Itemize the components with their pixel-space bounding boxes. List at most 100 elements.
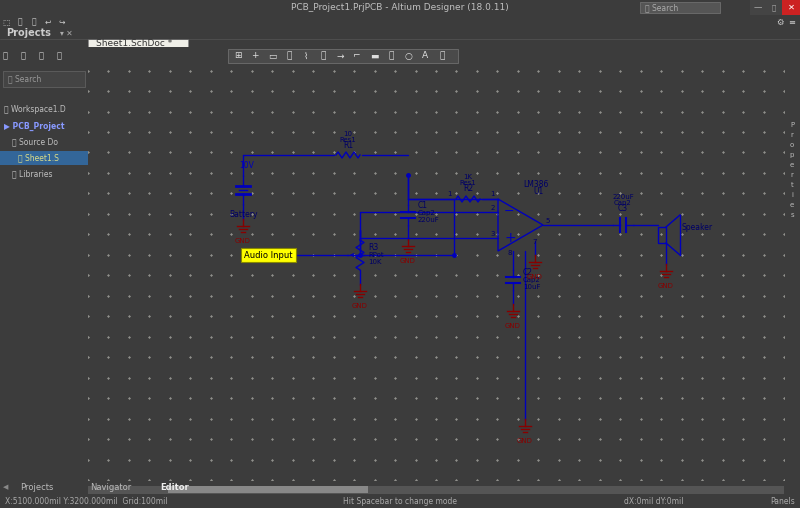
Text: Cap2: Cap2 [418,210,436,216]
Text: 220uF: 220uF [612,194,634,200]
Text: 3: 3 [490,231,495,237]
Text: 🔍 Search: 🔍 Search [645,3,678,12]
Text: P: P [790,122,794,128]
Text: 💾: 💾 [18,17,22,26]
Text: Res1: Res1 [340,137,356,143]
Bar [228,49,458,63]
Text: dX:0mil dY:0mil: dX:0mil dY:0mil [624,496,683,505]
Text: GND: GND [400,258,416,264]
Text: ⬚: ⬚ [2,17,10,26]
Text: PCB_Project1.PrjPCB - Altium Designer (18.0.11): PCB_Project1.PrjPCB - Altium Designer (1… [291,3,509,12]
Text: 10: 10 [343,131,353,137]
Text: ⌐: ⌐ [354,51,361,60]
Text: 〜: 〜 [320,51,326,60]
Text: Panels: Panels [770,496,795,505]
Text: −: − [504,205,514,217]
Bar [766,0,782,15]
Text: ⊞: ⊞ [234,51,242,60]
Text: Res1: Res1 [460,180,476,186]
Text: GND: GND [517,438,533,444]
Text: p: p [790,152,794,158]
Text: i: i [791,192,793,198]
Text: 📁: 📁 [32,17,36,26]
Text: Battery: Battery [229,210,258,219]
Text: Navigator: Navigator [90,483,131,492]
Text: GND: GND [505,323,521,329]
Text: e: e [790,202,794,208]
Text: Cap2: Cap2 [614,200,632,206]
Bar [3,71,85,87]
Text: GND: GND [235,238,251,244]
Bar [88,39,188,47]
Text: 10V: 10V [239,161,254,170]
Text: o: o [790,142,794,148]
Text: ⌇: ⌇ [304,51,308,60]
Text: Sheet1.SchDoc *: Sheet1.SchDoc * [96,39,172,48]
Bar [658,227,666,243]
Text: GND: GND [527,274,543,280]
Text: Cap2: Cap2 [523,277,541,283]
Text: ⌒: ⌒ [439,51,445,60]
Text: Hit Spacebar to change mode: Hit Spacebar to change mode [343,496,457,505]
Text: 📄: 📄 [21,51,26,60]
Text: e: e [790,162,794,168]
Bar [168,486,368,493]
Text: ↪: ↪ [59,17,65,26]
Text: 🖥 Workspace1.D: 🖥 Workspace1.D [4,106,66,114]
Text: ✕: ✕ [787,3,794,12]
Text: 2: 2 [490,205,495,211]
Text: 📋: 📋 [38,51,43,60]
Text: Projects: Projects [6,28,51,39]
Text: ◀: ◀ [3,484,8,490]
Text: +: + [504,231,516,245]
Text: 🔍 Search: 🔍 Search [8,75,42,83]
Text: ▶ PCB_Project: ▶ PCB_Project [4,121,65,131]
Text: —: — [754,3,762,12]
Text: 📂: 📂 [57,51,62,60]
Text: ≡: ≡ [789,17,795,26]
Text: C1: C1 [418,201,428,210]
Text: Editor: Editor [160,483,189,492]
Text: Audio Input: Audio Input [244,250,292,260]
Text: ▭: ▭ [268,51,276,60]
Text: +: + [251,51,258,60]
Text: 7: 7 [533,239,538,245]
Text: 1: 1 [447,191,452,197]
Text: Speaker: Speaker [682,223,713,232]
Text: U1: U1 [533,187,543,196]
Text: s: s [790,212,794,218]
Text: 1K: 1K [463,174,473,180]
Text: ○: ○ [404,51,412,60]
Text: r: r [790,172,794,178]
Text: →: → [336,51,344,60]
Text: GND: GND [658,283,674,289]
Text: A: A [422,51,428,60]
Text: 5: 5 [545,218,550,224]
Text: 📁 Source Do: 📁 Source Do [12,138,58,146]
Text: 10uF: 10uF [523,284,541,290]
Bar [88,486,784,494]
Text: ▬: ▬ [370,51,378,60]
Bar [0,151,88,165]
Text: R2: R2 [463,184,473,193]
Text: ⚙: ⚙ [776,17,784,26]
Text: 📁: 📁 [2,51,7,60]
Text: t: t [790,182,794,188]
Text: R3: R3 [368,243,378,252]
Text: C2: C2 [523,268,533,277]
Bar [640,2,720,13]
Text: R1: R1 [343,141,353,150]
Bar [782,0,800,15]
Text: 10K: 10K [368,259,382,265]
Text: 📚 Libraries: 📚 Libraries [12,170,53,178]
Text: 8: 8 [508,250,512,256]
Text: ↩: ↩ [45,17,51,26]
Text: RPot: RPot [368,252,384,258]
Text: r: r [790,132,794,138]
Text: ⬜: ⬜ [286,51,292,60]
Text: GND: GND [352,303,368,309]
Text: C3: C3 [618,204,628,213]
Text: X:5100.000mil Y:3200.000mil  Grid:100mil: X:5100.000mil Y:3200.000mil Grid:100mil [5,496,168,505]
Text: ⬜: ⬜ [772,4,776,11]
Text: 1: 1 [490,191,495,197]
